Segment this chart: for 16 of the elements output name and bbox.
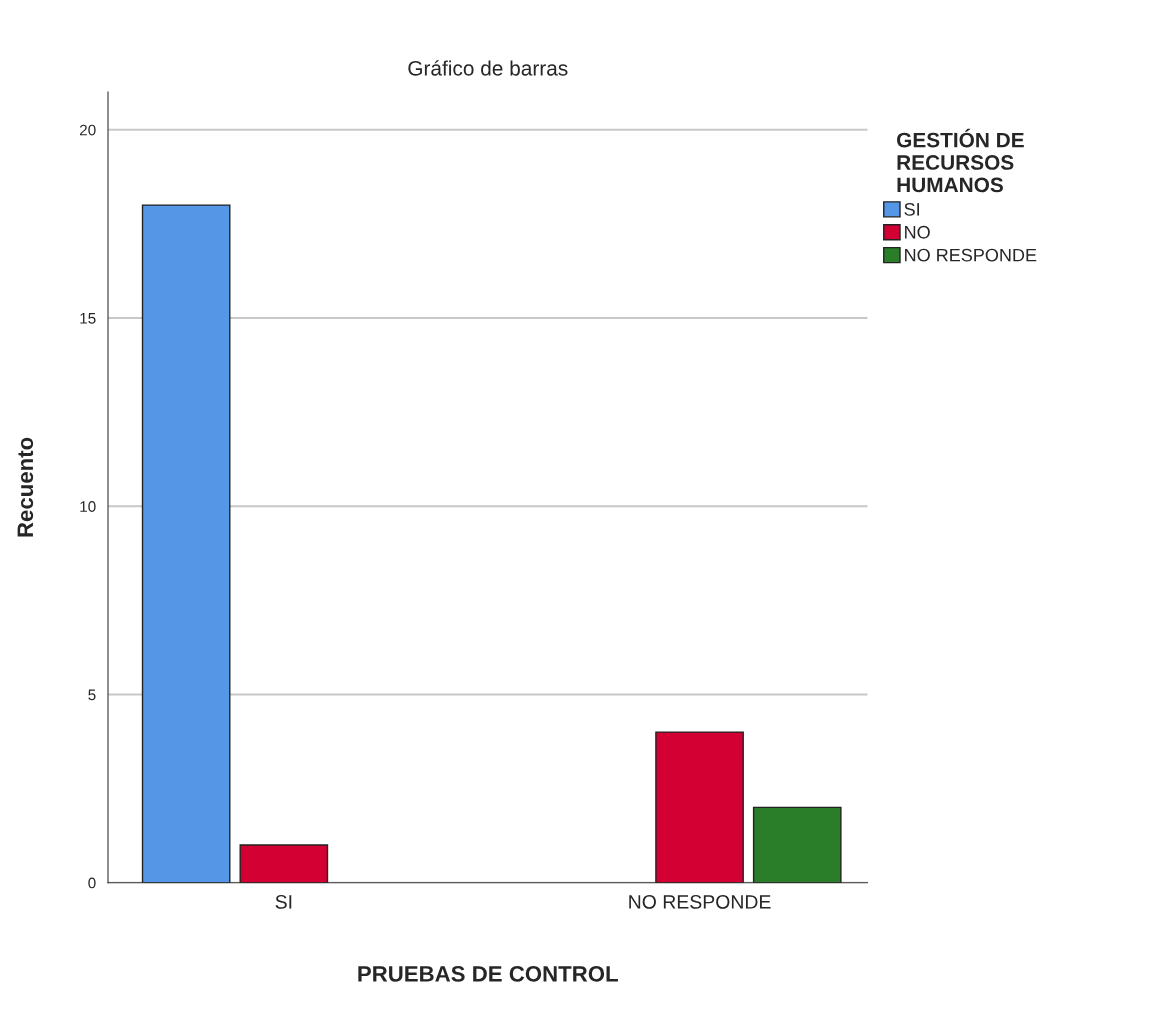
legend-title: GESTIÓN DE RECURSOS HUMANOS: [897, 128, 1024, 193]
y-tick-label: 15: [80, 313, 96, 324]
bar: [752, 806, 842, 883]
y-tick-label: 5: [88, 689, 96, 701]
legend-label: NO RESPONDE: [905, 248, 1037, 262]
y-axis-title: Recuento: [17, 437, 34, 537]
bar: [239, 844, 329, 883]
x-axis-title: PRUEBAS DE CONTROL: [358, 965, 618, 982]
bar: [655, 731, 744, 883]
bar: [141, 204, 231, 883]
chart-title: Gráfico de barras: [408, 60, 568, 76]
legend-label: NO: [905, 225, 930, 239]
legend-label: SI: [904, 202, 919, 216]
y-tick-label: 20: [79, 124, 96, 136]
y-tick-label: 0: [88, 877, 96, 889]
y-tick-label: 10: [80, 501, 96, 512]
